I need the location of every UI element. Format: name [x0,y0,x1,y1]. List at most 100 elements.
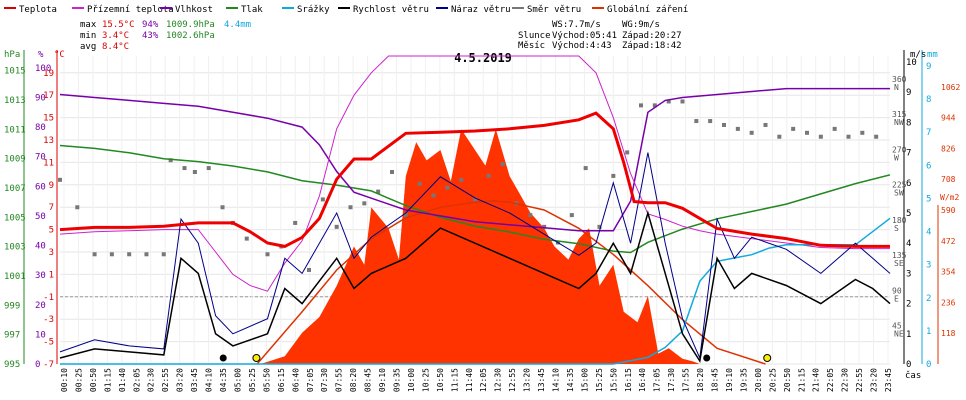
series-wind-direction-point [206,166,211,171]
series-wind-direction-point [161,252,166,257]
x-tick: 03:45 [190,368,199,392]
x-tick: 21:15 [797,368,806,392]
temp-tick: 15 [43,114,54,124]
x-tick: 10:50 [436,368,445,392]
ms-tick: 6 [906,179,911,189]
temp-axis-label: °C [54,50,65,60]
wm2-tick: 236 [941,298,956,307]
temp-tick: 11 [43,158,54,168]
legend-label: Teplota [19,5,57,15]
stats-temp: 8.4°C [102,42,129,52]
ms-tick: 1 [906,330,911,340]
series-wind-direction-point [320,197,325,202]
sunrise-marker [252,354,261,362]
mm-tick: 5 [926,194,931,204]
stats-sunset: Západ:20:27 [622,31,682,41]
series-wind-direction-point [431,193,436,198]
plot-area [58,55,891,365]
series-wind-direction-point [376,189,381,194]
hpa-tick: 1015 [4,67,26,77]
hpa-tick: 1003 [4,243,26,253]
x-tick: 13:20 [523,368,532,392]
dir-tick: 270 [892,145,907,154]
series-wind-direction-point [611,173,616,178]
mm-tick: 7 [926,128,931,138]
ms-tick: 8 [906,118,911,128]
series-wind-direction-point [348,205,353,210]
stats-temp: 3.4°C [102,31,129,41]
series-wind-direction-point [680,99,685,104]
stats-block: max 15.5°C 94% 1009.9hPa 4.4mm min 3.4°C 43% 100… [80,20,682,52]
hpa-tick: 1013 [4,96,26,106]
time-axis-label: čas [905,370,921,381]
hpa-tick: 1007 [4,184,26,194]
series-wind-direction-point [846,134,851,139]
wm2-tick: 472 [941,237,956,246]
pct-tick: 30 [35,271,46,281]
x-tick: 20:50 [783,368,792,392]
x-tick: 23:45 [884,368,893,392]
legend-label: Náraz větru [451,5,511,15]
series-wind-direction-point [92,252,97,257]
x-tick: 16:40 [638,368,647,392]
x-tick: 04:35 [219,368,228,392]
x-tick: 01:40 [118,368,127,392]
mm-tick: 1 [926,327,931,337]
wm2-axis-label: W/m2 [940,193,959,202]
wm2-tick: 708 [941,175,956,184]
series-wind-direction-point [805,130,809,135]
x-tick: 06:40 [291,368,300,392]
x-tick: 05:25 [248,368,257,392]
series-wind-direction-point [307,267,311,272]
stats-row-label: min [80,31,96,41]
ms-tick: 10 [906,58,917,68]
dir-tick: 45 [892,322,902,331]
series-wind-direction-point [569,213,574,218]
x-tick: 20:00 [754,368,763,392]
series-wind-direction-point [265,252,270,257]
dir-cardinal: NE [894,330,904,339]
wm2-tick: 826 [941,144,956,153]
x-tick: 08:45 [364,368,373,392]
pct-tick: 80 [35,123,46,133]
stats-pressure: 1002.6hPa [166,31,215,41]
ms-tick: 7 [906,149,911,159]
mm-tick: 9 [926,62,931,72]
dir-cardinal: S [894,224,899,233]
mm-tick: 2 [926,294,931,304]
temp-tick: 19 [43,69,54,79]
series-wind-direction-point [390,169,394,174]
stats-pressure: 1009.9hPa [166,20,215,30]
x-tick: 11:40 [465,368,474,392]
series-wind-direction-point [832,126,837,131]
stats-wind-gust: WG:9m/s [622,20,660,30]
hpa-tick: 1009 [4,155,26,165]
x-tick: 10:25 [421,368,430,392]
ms-tick: 4 [906,239,911,249]
x-tick: 08:20 [349,368,358,392]
x-tick: 02:55 [161,368,170,392]
series-wind-direction-point [528,213,533,218]
x-tick: 01:15 [103,368,112,392]
series-wind-direction-point [144,252,149,257]
x-tick: 17:55 [682,368,691,392]
series-wind-direction-point [874,134,879,139]
series-wind-direction-point [597,224,602,229]
series-ground-temp-line [59,55,890,292]
x-tick: 18:20 [696,368,705,392]
pct-tick: 20 [35,301,46,311]
legend-label: Přízemní teplota [87,5,174,15]
series-wind-direction-point [722,122,726,127]
stats-humidity: 94% [142,20,159,30]
x-tick: 00:10 [60,368,69,392]
x-tick: 12:30 [494,368,503,392]
series-wind-direction-point [168,158,173,163]
series-wind-direction-point [334,224,339,229]
series-wind-direction-point [220,205,225,210]
x-tick: 03:20 [176,368,185,392]
ms-tick: 0 [906,360,911,370]
x-tick: 05:50 [262,368,271,392]
stats-row-label: max [80,20,97,30]
temp-tick: -1 [43,293,54,303]
